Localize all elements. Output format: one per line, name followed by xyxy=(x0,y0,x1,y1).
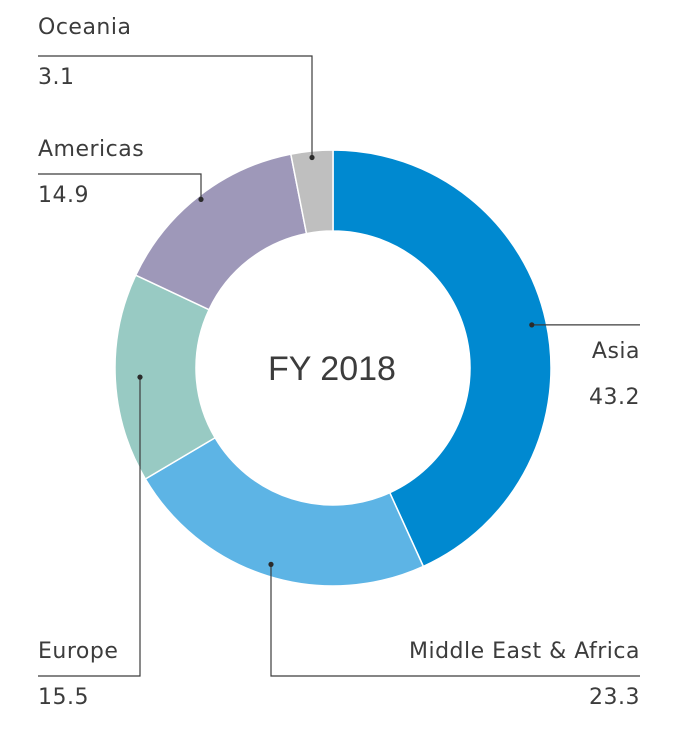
label-value-asia: 43.2 xyxy=(589,385,640,410)
leader-dot-oceania xyxy=(309,154,315,161)
label-name-europe: Europe xyxy=(38,639,118,664)
label-name-middle-east-and-africa: Middle East & Africa xyxy=(409,639,640,664)
label-name-asia: Asia xyxy=(592,339,640,364)
slice-oceania xyxy=(289,149,334,235)
slice-middle-east-and-africa xyxy=(144,436,425,587)
leader-line-americas xyxy=(38,173,202,200)
label-name-oceania: Oceania xyxy=(38,15,131,40)
leader-line-oceania xyxy=(38,55,313,158)
slice-asia xyxy=(332,149,552,568)
leader-dot-americas xyxy=(198,196,204,202)
leader-line-middle-east-and-africa xyxy=(270,564,640,677)
label-value-middle-east-and-africa: 23.3 xyxy=(589,685,640,710)
leader-lines-group xyxy=(38,55,640,677)
leader-dot-asia xyxy=(529,322,535,328)
label-value-oceania: 3.1 xyxy=(38,65,75,90)
leader-line-europe xyxy=(38,377,141,677)
slice-americas xyxy=(134,153,308,311)
label-value-europe: 15.5 xyxy=(38,685,89,710)
leader-dot-middle-east-and-africa xyxy=(268,561,274,567)
labels-group: Asia 43.2 Middle East & Africa 23.3 Europe 15… xyxy=(38,15,640,710)
label-value-americas: 14.9 xyxy=(38,183,89,208)
leader-dot-europe xyxy=(137,374,143,380)
label-name-americas: Americas xyxy=(38,137,144,162)
center-label: FY 2018 xyxy=(268,350,396,388)
